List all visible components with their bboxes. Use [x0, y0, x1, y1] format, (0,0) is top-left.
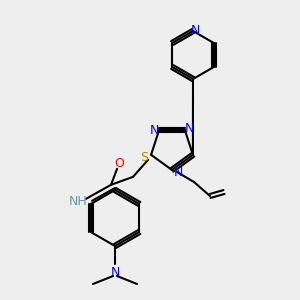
Text: NH: NH — [69, 195, 88, 208]
Text: S: S — [140, 151, 148, 164]
Text: N: N — [185, 122, 195, 135]
Text: O: O — [114, 157, 124, 170]
Text: N: N — [190, 23, 200, 37]
Text: N: N — [173, 166, 183, 178]
Text: N: N — [110, 266, 120, 278]
Text: N: N — [149, 124, 159, 137]
